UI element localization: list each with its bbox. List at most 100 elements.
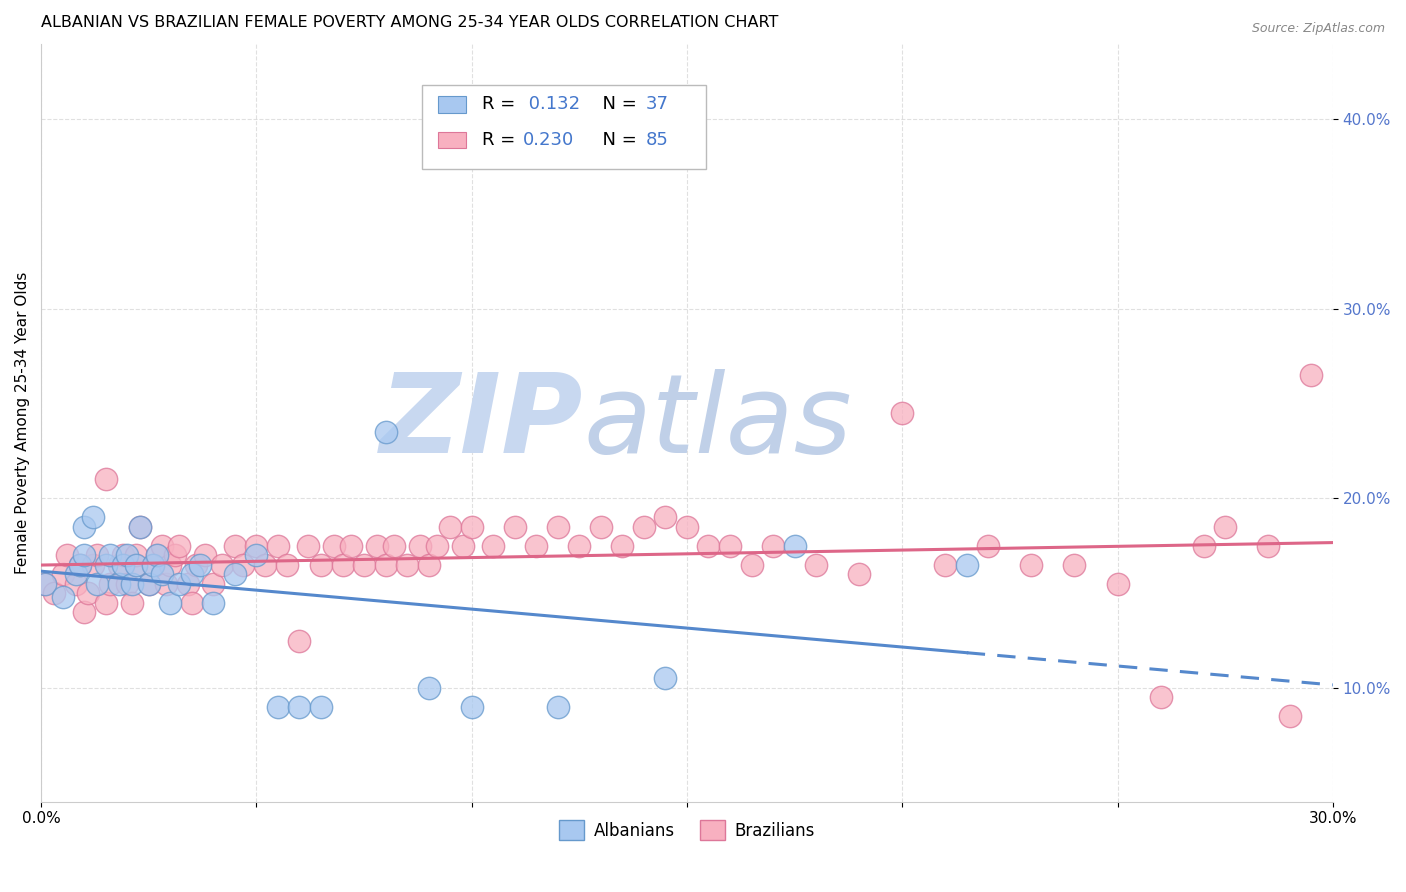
- Point: [396, 558, 419, 572]
- Point: [934, 558, 956, 572]
- Point: [267, 539, 290, 553]
- Point: [65, 567, 87, 582]
- Point: [65, 576, 87, 591]
- Point: [82, 510, 104, 524]
- Point: [276, 558, 298, 572]
- Point: [69, 558, 91, 572]
- Text: atlas: atlas: [583, 369, 852, 476]
- Point: [224, 567, 246, 582]
- Point: [267, 699, 290, 714]
- Point: [451, 539, 474, 553]
- Point: [107, 576, 129, 591]
- Point: [762, 539, 785, 553]
- Point: [86, 576, 108, 591]
- Point: [654, 510, 676, 524]
- Point: [138, 576, 160, 591]
- Point: [150, 539, 173, 553]
- Text: 85: 85: [645, 131, 668, 149]
- Point: [180, 596, 202, 610]
- FancyBboxPatch shape: [437, 96, 465, 112]
- Point: [332, 558, 354, 572]
- Point: [1301, 368, 1323, 383]
- Text: ZIP: ZIP: [380, 369, 583, 476]
- Point: [697, 539, 720, 553]
- Point: [589, 520, 612, 534]
- Point: [1063, 558, 1085, 572]
- Text: 0.230: 0.230: [523, 131, 574, 149]
- Point: [418, 681, 440, 695]
- Point: [232, 558, 254, 572]
- Point: [439, 520, 461, 534]
- Point: [460, 520, 482, 534]
- Text: R =: R =: [482, 95, 520, 113]
- Text: 37: 37: [645, 95, 669, 113]
- Point: [73, 548, 96, 562]
- Point: [159, 558, 181, 572]
- Point: [125, 558, 148, 572]
- Point: [366, 539, 388, 553]
- Point: [129, 520, 152, 534]
- Point: [155, 576, 177, 591]
- Point: [956, 558, 979, 572]
- Point: [783, 539, 806, 553]
- Point: [94, 596, 117, 610]
- Point: [73, 520, 96, 534]
- Point: [180, 567, 202, 582]
- Point: [309, 558, 332, 572]
- Point: [77, 586, 100, 600]
- Point: [34, 576, 56, 591]
- Point: [253, 558, 276, 572]
- Point: [138, 576, 160, 591]
- Point: [125, 558, 148, 572]
- Point: [1021, 558, 1043, 572]
- Point: [98, 576, 121, 591]
- Point: [150, 567, 173, 582]
- Point: [309, 699, 332, 714]
- Point: [52, 567, 75, 582]
- Point: [340, 539, 363, 553]
- Point: [426, 539, 449, 553]
- Point: [804, 558, 827, 572]
- Point: [121, 576, 143, 591]
- Point: [69, 558, 91, 572]
- Point: [245, 539, 267, 553]
- Point: [82, 558, 104, 572]
- Point: [891, 406, 914, 420]
- Point: [633, 520, 655, 534]
- Text: R =: R =: [482, 131, 520, 149]
- Text: N =: N =: [592, 131, 643, 149]
- Point: [1107, 576, 1129, 591]
- Point: [676, 520, 699, 534]
- Point: [94, 558, 117, 572]
- Point: [73, 605, 96, 619]
- Point: [146, 548, 169, 562]
- Point: [1149, 690, 1171, 705]
- Point: [718, 539, 741, 553]
- Point: [568, 539, 591, 553]
- Point: [503, 520, 526, 534]
- Point: [224, 539, 246, 553]
- Point: [142, 558, 165, 572]
- Text: N =: N =: [592, 95, 643, 113]
- Point: [374, 425, 396, 439]
- Point: [167, 576, 190, 591]
- Point: [34, 576, 56, 591]
- Point: [211, 558, 233, 572]
- Point: [297, 539, 319, 553]
- Point: [460, 699, 482, 714]
- Legend: Albanians, Brazilians: Albanians, Brazilians: [553, 814, 823, 847]
- Point: [547, 699, 569, 714]
- Point: [288, 699, 311, 714]
- Point: [142, 558, 165, 572]
- Point: [741, 558, 763, 572]
- FancyBboxPatch shape: [422, 86, 706, 169]
- Point: [202, 576, 225, 591]
- FancyBboxPatch shape: [437, 132, 465, 148]
- Point: [52, 590, 75, 604]
- Point: [42, 586, 65, 600]
- Point: [977, 539, 1000, 553]
- Point: [56, 548, 79, 562]
- Point: [129, 520, 152, 534]
- Point: [190, 558, 212, 572]
- Point: [322, 539, 344, 553]
